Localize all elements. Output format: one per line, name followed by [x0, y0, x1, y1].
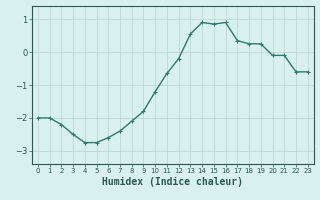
X-axis label: Humidex (Indice chaleur): Humidex (Indice chaleur): [102, 177, 243, 187]
